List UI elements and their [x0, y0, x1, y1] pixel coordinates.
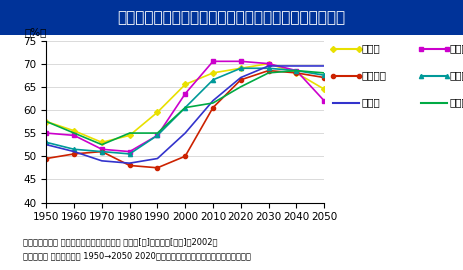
Text: 出典：国際連合 経済社会情報・政策分析局 人口部[編]　阿藤誠[監訳]（2002）: 出典：国際連合 経済社会情報・政策分析局 人口部[編] 阿藤誠[監訳]（2002… — [23, 238, 218, 247]
Text: 『国際連合 世界人口予測 1950→2050 2020年改訂版』原書房，第１分冊より筆者作成: 『国際連合 世界人口予測 1950→2050 2020年改訂版』原書房，第１分冊… — [23, 251, 251, 260]
Text: ヨルダン: ヨルダン — [361, 70, 386, 81]
Text: 中東・北アフリカ諸国における生産年齢人口比率の推移: 中東・北アフリカ諸国における生産年齢人口比率の推移 — [118, 10, 345, 25]
Text: シリア: シリア — [361, 97, 380, 108]
Text: トルコ: トルコ — [361, 43, 380, 54]
Text: （%）: （%） — [24, 27, 46, 37]
Text: エジプト: エジプト — [449, 97, 463, 108]
Text: チュニジア: チュニジア — [449, 43, 463, 54]
Text: モロッコ: モロッコ — [449, 70, 463, 81]
